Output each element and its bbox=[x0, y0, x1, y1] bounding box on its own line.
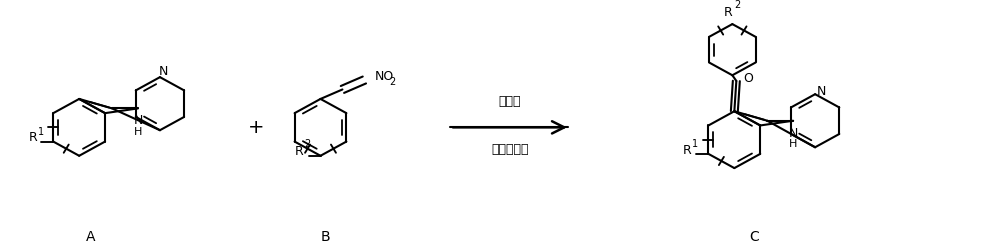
Text: N: N bbox=[159, 65, 169, 78]
Text: 2: 2 bbox=[389, 77, 396, 87]
Text: H: H bbox=[789, 140, 797, 149]
Text: 却化剂: 却化剂 bbox=[499, 95, 521, 108]
Text: 2: 2 bbox=[304, 140, 311, 149]
Text: 1: 1 bbox=[38, 127, 44, 137]
Text: R: R bbox=[29, 131, 38, 144]
Text: R: R bbox=[724, 6, 733, 19]
Text: N: N bbox=[788, 126, 798, 140]
Text: N: N bbox=[133, 114, 143, 127]
Text: 1: 1 bbox=[692, 140, 699, 149]
Text: R: R bbox=[295, 146, 304, 158]
Text: R: R bbox=[683, 144, 692, 156]
Text: 2: 2 bbox=[734, 0, 740, 10]
Text: H: H bbox=[134, 127, 142, 137]
Text: N: N bbox=[816, 85, 826, 98]
Text: O: O bbox=[743, 72, 753, 85]
Text: B: B bbox=[321, 230, 330, 244]
Text: A: A bbox=[86, 230, 96, 244]
Text: C: C bbox=[749, 230, 759, 244]
Text: +: + bbox=[247, 118, 264, 137]
Text: 溶剂，加热: 溶剂，加热 bbox=[491, 143, 529, 156]
Text: NO: NO bbox=[374, 70, 394, 83]
